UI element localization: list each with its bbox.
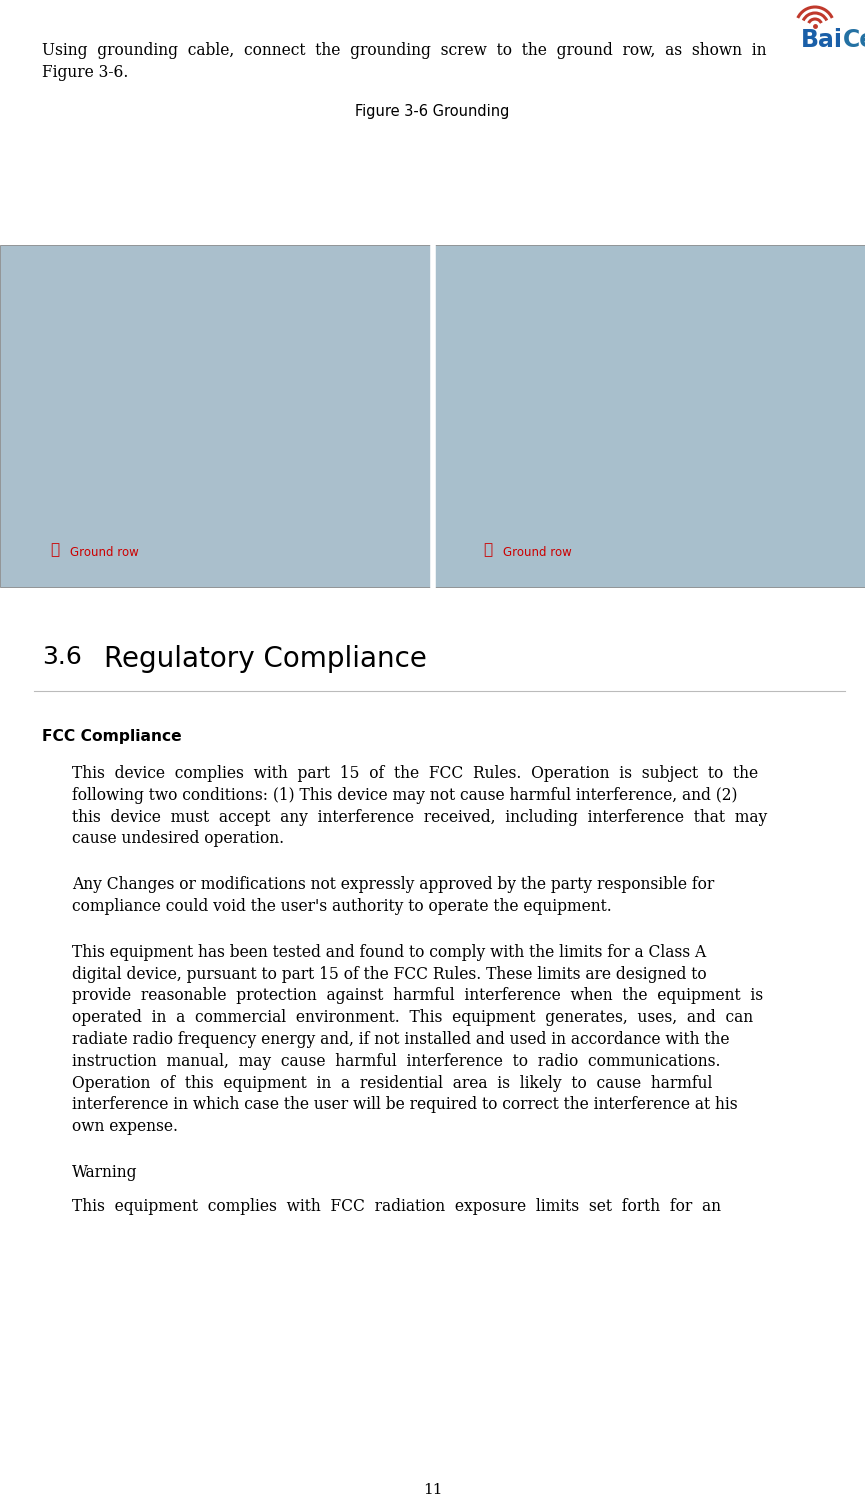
Text: This  equipment  complies  with  FCC  radiation  exposure  limits  set  forth  f: This equipment complies with FCC radiati… [72,1198,721,1214]
Text: Warning: Warning [72,1164,138,1181]
Bar [432,245,865,587]
Text: provide  reasonable  protection  against  harmful  interference  when  the  equi: provide reasonable protection against ha… [72,987,763,1004]
Text: This  device  complies  with  part  15  of  the  FCC  Rules.  Operation  is  sub: This device complies with part 15 of the… [72,765,758,782]
Text: Ground row: Ground row [503,546,571,559]
Text: This equipment has been tested and found to comply with the limits for a Class A: This equipment has been tested and found… [72,943,706,960]
Text: Regulatory Compliance: Regulatory Compliance [104,646,426,673]
Text: Using  grounding  cable,  connect  the  grounding  screw  to  the  ground  row, : Using grounding cable, connect the groun… [42,42,766,59]
Text: Bai: Bai [801,29,843,51]
Text: Operation  of  this  equipment  in  a  residential  area  is  likely  to  cause : Operation of this equipment in a residen… [72,1075,713,1092]
Text: cause undesired operation.: cause undesired operation. [72,830,284,847]
Text: operated  in  a  commercial  environment.  This  equipment  generates,  uses,  a: operated in a commercial environment. Th… [72,1009,753,1027]
Text: compliance could void the user's authority to operate the equipment.: compliance could void the user's authori… [72,898,612,915]
Text: radiate radio frequency energy and, if not installed and used in accordance with: radiate radio frequency energy and, if n… [72,1031,729,1048]
Text: ⏚: ⏚ [50,541,60,556]
Text: ⏚: ⏚ [483,541,492,556]
Text: 3.6: 3.6 [42,646,82,668]
Text: 11: 11 [423,1483,442,1497]
Text: Cells: Cells [843,29,865,51]
Text: this  device  must  accept  any  interference  received,  including  interferenc: this device must accept any interference… [72,809,767,826]
Text: Figure 3-6 Grounding: Figure 3-6 Grounding [356,104,509,118]
Text: Ground row: Ground row [70,546,138,559]
Bar [0,245,432,587]
Text: FCC Compliance: FCC Compliance [42,729,182,744]
Text: Any Changes or modifications not expressly approved by the party responsible for: Any Changes or modifications not express… [72,875,714,894]
Text: digital device, pursuant to part 15 of the FCC Rules. These limits are designed : digital device, pursuant to part 15 of t… [72,966,707,983]
Text: interference in which case the user will be required to correct the interference: interference in which case the user will… [72,1096,738,1113]
Text: following two conditions: (1) This device may not cause harmful interference, an: following two conditions: (1) This devic… [72,786,738,804]
Text: Figure 3-6.: Figure 3-6. [42,64,128,80]
Text: instruction  manual,  may  cause  harmful  interference  to  radio  communicatio: instruction manual, may cause harmful in… [72,1052,721,1070]
Text: own expense.: own expense. [72,1119,178,1136]
